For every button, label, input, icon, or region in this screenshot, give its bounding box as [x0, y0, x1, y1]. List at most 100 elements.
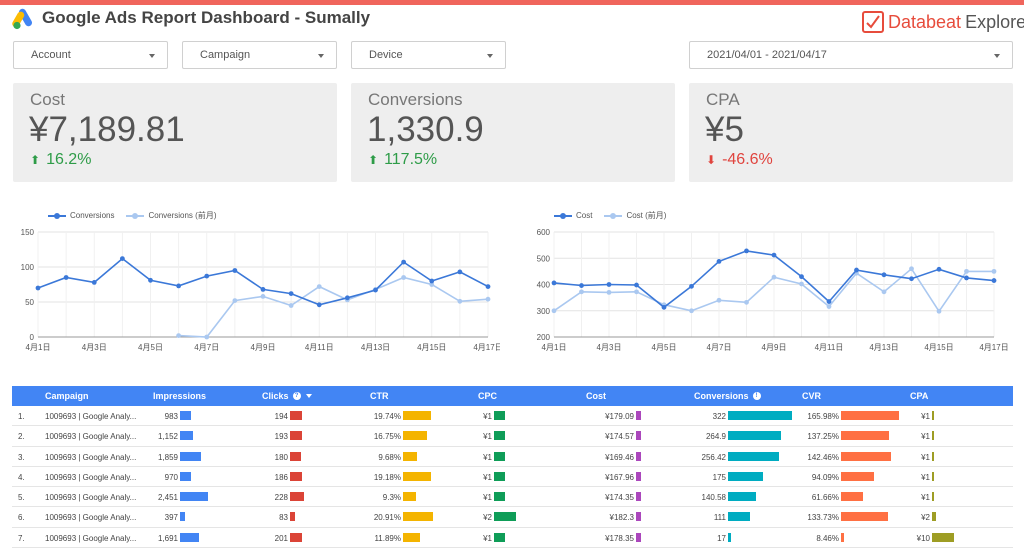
- data-point[interactable]: [35, 285, 41, 291]
- info-icon[interactable]: ?: [292, 392, 301, 400]
- table-row[interactable]: 3. 1009693 | Google Analy... 1,859 180 9.68%…: [12, 447, 1013, 467]
- col-cost[interactable]: Cost: [586, 391, 606, 401]
- data-point[interactable]: [429, 282, 435, 287]
- data-point[interactable]: [485, 284, 491, 289]
- col-cvr[interactable]: CVR: [802, 391, 822, 401]
- table-row[interactable]: 1. 1009693 | Google Analy... 983 194 19.74% ¥…: [12, 406, 1013, 427]
- data-point[interactable]: [91, 280, 97, 285]
- col-clicks[interactable]: Clicks ?: [262, 391, 312, 401]
- table-row[interactable]: 6. 1009693 | Google Analy... 397 83 20.91% ¥2…: [12, 507, 1013, 528]
- data-point[interactable]: [744, 248, 749, 254]
- data-point[interactable]: [288, 291, 294, 296]
- date-range-picker[interactable]: 2021/04/01 - 2021/04/17: [689, 41, 1013, 69]
- table-row[interactable]: 5. 1009693 | Google Analy... 2,451 228 9.3% ¥…: [12, 487, 1013, 508]
- ctr-cell: 16.75%: [373, 432, 401, 442]
- campaign-filter[interactable]: Campaign: [182, 41, 337, 69]
- ctr-cell: 9.3%: [382, 493, 401, 503]
- data-point[interactable]: [964, 268, 969, 274]
- data-point[interactable]: [457, 269, 463, 275]
- data-point[interactable]: [936, 308, 942, 314]
- col-impressions[interactable]: Impressions: [153, 391, 207, 401]
- legend-item[interactable]: Cost: [554, 211, 592, 220]
- data-point[interactable]: [881, 272, 887, 278]
- data-point[interactable]: [771, 274, 777, 280]
- sort-desc-icon[interactable]: [305, 394, 312, 398]
- data-point[interactable]: [579, 283, 584, 288]
- data-point[interactable]: [176, 283, 182, 289]
- data-point[interactable]: [579, 289, 584, 295]
- col-campaign[interactable]: Campaign: [45, 391, 89, 401]
- data-point[interactable]: [771, 252, 777, 258]
- data-point[interactable]: [63, 275, 69, 280]
- data-point[interactable]: [991, 268, 997, 274]
- data-point[interactable]: [260, 287, 266, 292]
- legend-item[interactable]: Conversions (前月): [126, 210, 216, 221]
- impressions-bar: [180, 532, 200, 542]
- data-point[interactable]: [799, 281, 804, 287]
- col-conversions[interactable]: Conversions !: [694, 391, 761, 401]
- data-point[interactable]: [457, 298, 463, 304]
- brand-sub: Explore: [965, 11, 1024, 32]
- row-index: 2.: [18, 432, 25, 442]
- legend-item[interactable]: Cost (前月): [604, 210, 666, 221]
- data-point[interactable]: [551, 308, 557, 314]
- data-point[interactable]: [744, 299, 749, 305]
- account-filter[interactable]: Account: [13, 41, 168, 69]
- data-point[interactable]: [316, 284, 322, 289]
- data-point[interactable]: [316, 302, 322, 308]
- device-filter[interactable]: Device: [351, 41, 506, 69]
- row-index: 4.: [18, 472, 25, 482]
- table-row[interactable]: 4. 1009693 | Google Analy... 970 186 19.18% ¥…: [12, 467, 1013, 488]
- data-point[interactable]: [344, 295, 350, 301]
- data-point[interactable]: [854, 267, 859, 273]
- data-point[interactable]: [964, 275, 969, 281]
- data-point[interactable]: [716, 297, 722, 303]
- legend-swatch: [126, 212, 145, 219]
- data-point[interactable]: [606, 289, 612, 295]
- data-point[interactable]: [401, 275, 407, 280]
- col-ctr[interactable]: CTR: [370, 391, 389, 401]
- data-point[interactable]: [260, 294, 266, 299]
- conversions-bar: [728, 471, 763, 481]
- data-point[interactable]: [826, 299, 832, 304]
- data-point[interactable]: [176, 333, 182, 338]
- data-point[interactable]: [373, 287, 378, 293]
- data-point[interactable]: [991, 278, 997, 283]
- data-point[interactable]: [634, 289, 639, 295]
- chevron-down-icon: [994, 54, 1000, 58]
- page-title: Google Ads Report Dashboard - Sumally: [42, 8, 371, 27]
- top-accent-bar: [0, 0, 1024, 5]
- data-point[interactable]: [606, 282, 612, 287]
- kpi-delta: ⬆ 117.5%: [368, 151, 437, 169]
- data-point[interactable]: [799, 274, 804, 280]
- col-cpa[interactable]: CPA: [910, 391, 929, 401]
- data-point[interactable]: [288, 303, 294, 308]
- table-row[interactable]: 7. 1009693 | Google Analy... 1,691 201 11.89…: [12, 528, 1013, 549]
- data-point[interactable]: [716, 259, 722, 264]
- data-point[interactable]: [401, 259, 407, 265]
- data-point[interactable]: [148, 277, 153, 283]
- data-point[interactable]: [232, 268, 238, 273]
- y-tick-label: 150: [21, 228, 35, 237]
- info-icon[interactable]: !: [752, 392, 761, 400]
- cpa-bar: [932, 512, 937, 522]
- data-point[interactable]: [429, 278, 435, 284]
- col-cpc[interactable]: CPC: [478, 391, 498, 401]
- data-point[interactable]: [204, 273, 210, 279]
- data-point[interactable]: [634, 282, 639, 288]
- data-point[interactable]: [485, 296, 491, 302]
- legend-item[interactable]: Conversions: [48, 211, 114, 220]
- table-row[interactable]: 2. 1009693 | Google Analy... 1,152 193 16.75…: [12, 426, 1013, 447]
- data-point[interactable]: [204, 334, 210, 340]
- data-point[interactable]: [661, 304, 667, 310]
- data-point[interactable]: [119, 256, 125, 261]
- data-point[interactable]: [689, 308, 694, 314]
- data-point[interactable]: [909, 276, 914, 282]
- data-point[interactable]: [689, 283, 694, 289]
- data-point[interactable]: [232, 298, 238, 303]
- data-point[interactable]: [909, 266, 914, 272]
- data-point[interactable]: [936, 266, 942, 272]
- data-point[interactable]: [826, 304, 832, 309]
- data-point[interactable]: [551, 280, 557, 286]
- data-point[interactable]: [881, 289, 887, 295]
